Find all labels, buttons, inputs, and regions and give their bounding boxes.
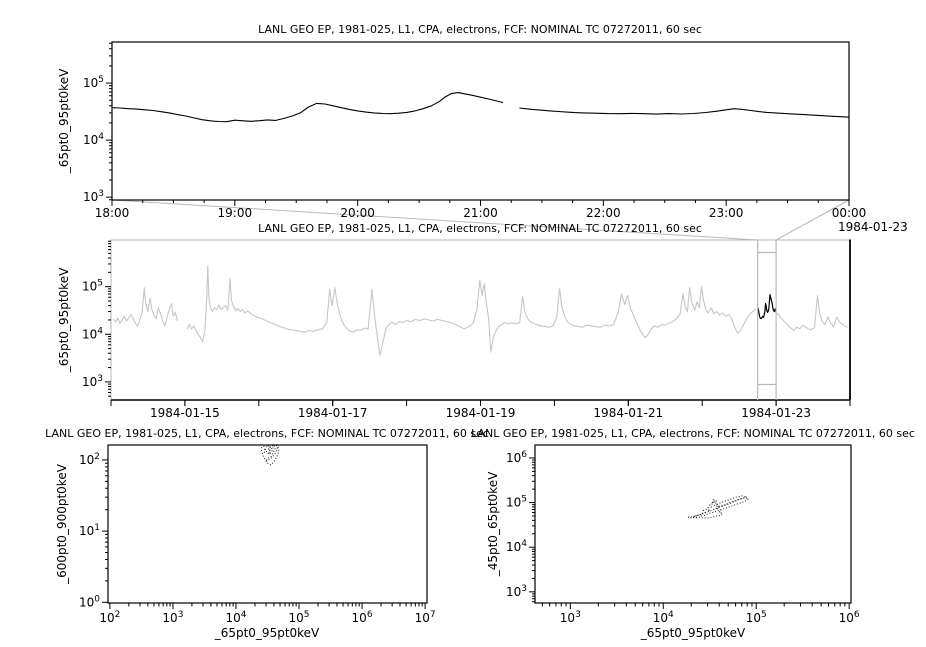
x-tick-label: 1984-01-17 xyxy=(298,406,368,420)
x-tick-label: 20:00 xyxy=(340,206,375,220)
series-layer xyxy=(112,92,849,123)
plot-area-scatter-45-65-vs-65-95[interactable] xyxy=(535,445,851,603)
plot-title-top: LANL GEO EP, 1981-025, L1, CPA, electron… xyxy=(258,23,702,36)
tick-label: 102 xyxy=(79,452,100,467)
y-axis-label-scatter-left: _600pt0_900pt0keV xyxy=(55,463,69,585)
tick-label: 105 xyxy=(289,610,310,625)
plot-area-scatter-600-900-vs-65-95[interactable] xyxy=(108,445,427,603)
tick-label: 104 xyxy=(83,132,104,147)
tick-label: 105 xyxy=(83,75,104,90)
tick-label-exponent: 5 xyxy=(761,610,767,620)
date-annotation: 1984-01-23 xyxy=(838,220,908,234)
plot-title-scatter-right: LANL GEO EP, 1981-025, L1, CPA, electron… xyxy=(471,427,915,440)
connector-right xyxy=(775,199,850,241)
x-tick-label: 1984-01-15 xyxy=(150,406,220,420)
tick-label: 102 xyxy=(99,610,120,625)
x-axis-label-scatter-right: _65pt0_95pt0keV xyxy=(640,626,746,640)
tick-label: 105 xyxy=(82,279,103,294)
tick-label-exponent: 2 xyxy=(94,452,100,462)
series-layer xyxy=(112,265,848,356)
x-tick-label: 19:00 xyxy=(218,206,253,220)
plot-context-overview: 103 104 105 1984-01-15 1984-01-17 1984-01-19 1… xyxy=(82,239,851,420)
series-layer xyxy=(687,495,750,519)
x-tick-label: 21:00 xyxy=(463,206,498,220)
x-tick-label: 22:00 xyxy=(586,206,621,220)
tick-label-exponent: 1 xyxy=(94,523,100,533)
tick-label: 103 xyxy=(83,189,104,204)
tick-label-exponent: 5 xyxy=(98,75,104,85)
tick-label-exponent: 3 xyxy=(97,374,103,384)
plot-area-context-overview[interactable] xyxy=(111,240,850,400)
tick-label-exponent: 4 xyxy=(668,610,674,620)
series-scatter-trajectory xyxy=(687,495,750,519)
tick-label-exponent: 4 xyxy=(97,326,103,336)
tick-label-exponent: 4 xyxy=(98,132,104,142)
x-tick-label: 1984-01-21 xyxy=(593,406,663,420)
tick-label: 106 xyxy=(352,610,373,625)
tick-label: 105 xyxy=(506,495,527,510)
tick-label: 103 xyxy=(82,374,103,389)
tick-label: 104 xyxy=(506,539,527,554)
tick-label: 105 xyxy=(746,610,767,625)
tick-label: 106 xyxy=(506,450,527,465)
x-tick-label: 1984-01-19 xyxy=(446,406,516,420)
tick-label: 104 xyxy=(225,610,246,625)
series-layer xyxy=(260,445,280,466)
series-scatter-cluster xyxy=(260,445,280,466)
plot-top-timeseries: 103 104 105 18:00 19:00 20:00 21:00 22:00 23:00 0… xyxy=(83,41,867,220)
tick-label-exponent: 5 xyxy=(97,279,103,289)
plot-scatter-right: 103 104 105 106 103 104 105 106 xyxy=(506,444,860,625)
tick-label: 103 xyxy=(506,584,527,599)
tick-label-exponent: 3 xyxy=(575,610,581,620)
tick-label: 100 xyxy=(79,594,100,609)
x-tick-label: 23:00 xyxy=(709,206,744,220)
x-tick-label: 00:00 xyxy=(832,206,867,220)
series-electron-flux-65-95keV xyxy=(112,92,849,123)
tick-label-exponent: 2 xyxy=(115,610,121,620)
zoom-connector-lines xyxy=(111,199,850,241)
tick-label: 104 xyxy=(82,326,103,341)
tick-label: 103 xyxy=(560,610,581,625)
tick-label-exponent: 6 xyxy=(367,610,373,620)
tick-label-exponent: 3 xyxy=(178,610,184,620)
plot-frame xyxy=(534,444,852,604)
x-tick-label: 18:00 xyxy=(95,206,130,220)
tick-label-exponent: 5 xyxy=(521,495,527,505)
x-axis-label-scatter-left: _65pt0_95pt0keV xyxy=(214,626,320,640)
tick-label-exponent: 3 xyxy=(521,584,527,594)
plot-text-layer: LANL GEO EP, 1981-025, L1, CPA, electron… xyxy=(45,23,915,640)
tick-label-exponent: 7 xyxy=(430,610,436,620)
y-axis-label-context: _65pt0_95pt0keV xyxy=(57,267,71,373)
tick-label-exponent: 4 xyxy=(521,539,527,549)
tick-label: 101 xyxy=(79,523,100,538)
tick-label-exponent: 3 xyxy=(98,189,104,199)
y-axis-label-top: _65pt0_95pt0keV xyxy=(57,68,71,174)
tick-label-exponent: 0 xyxy=(94,594,100,604)
tick-label: 106 xyxy=(839,610,860,625)
series-context-flux-selected-black xyxy=(757,294,777,320)
tick-label-exponent: 6 xyxy=(854,610,860,620)
y-axis-label-scatter-right: _45pt0_65pt0keV xyxy=(486,471,500,577)
tick-label: 104 xyxy=(653,610,674,625)
x-tick-label: 1984-01-23 xyxy=(741,406,811,420)
series-context-flux-gray xyxy=(112,265,848,356)
plot-title-scatter-left: LANL GEO EP, 1981-025, L1, CPA, electron… xyxy=(45,427,489,440)
tick-label-exponent: 6 xyxy=(521,450,527,460)
tick-label: 103 xyxy=(162,610,183,625)
tick-label: 107 xyxy=(415,610,436,625)
tick-label-exponent: 4 xyxy=(241,610,247,620)
connector-left xyxy=(111,199,758,241)
plot-title-context: LANL GEO EP, 1981-025, L1, CPA, electron… xyxy=(258,222,702,235)
plot-area-top-timeseries[interactable] xyxy=(112,42,849,200)
tick-label-exponent: 5 xyxy=(304,610,310,620)
plot-frame xyxy=(107,444,428,604)
